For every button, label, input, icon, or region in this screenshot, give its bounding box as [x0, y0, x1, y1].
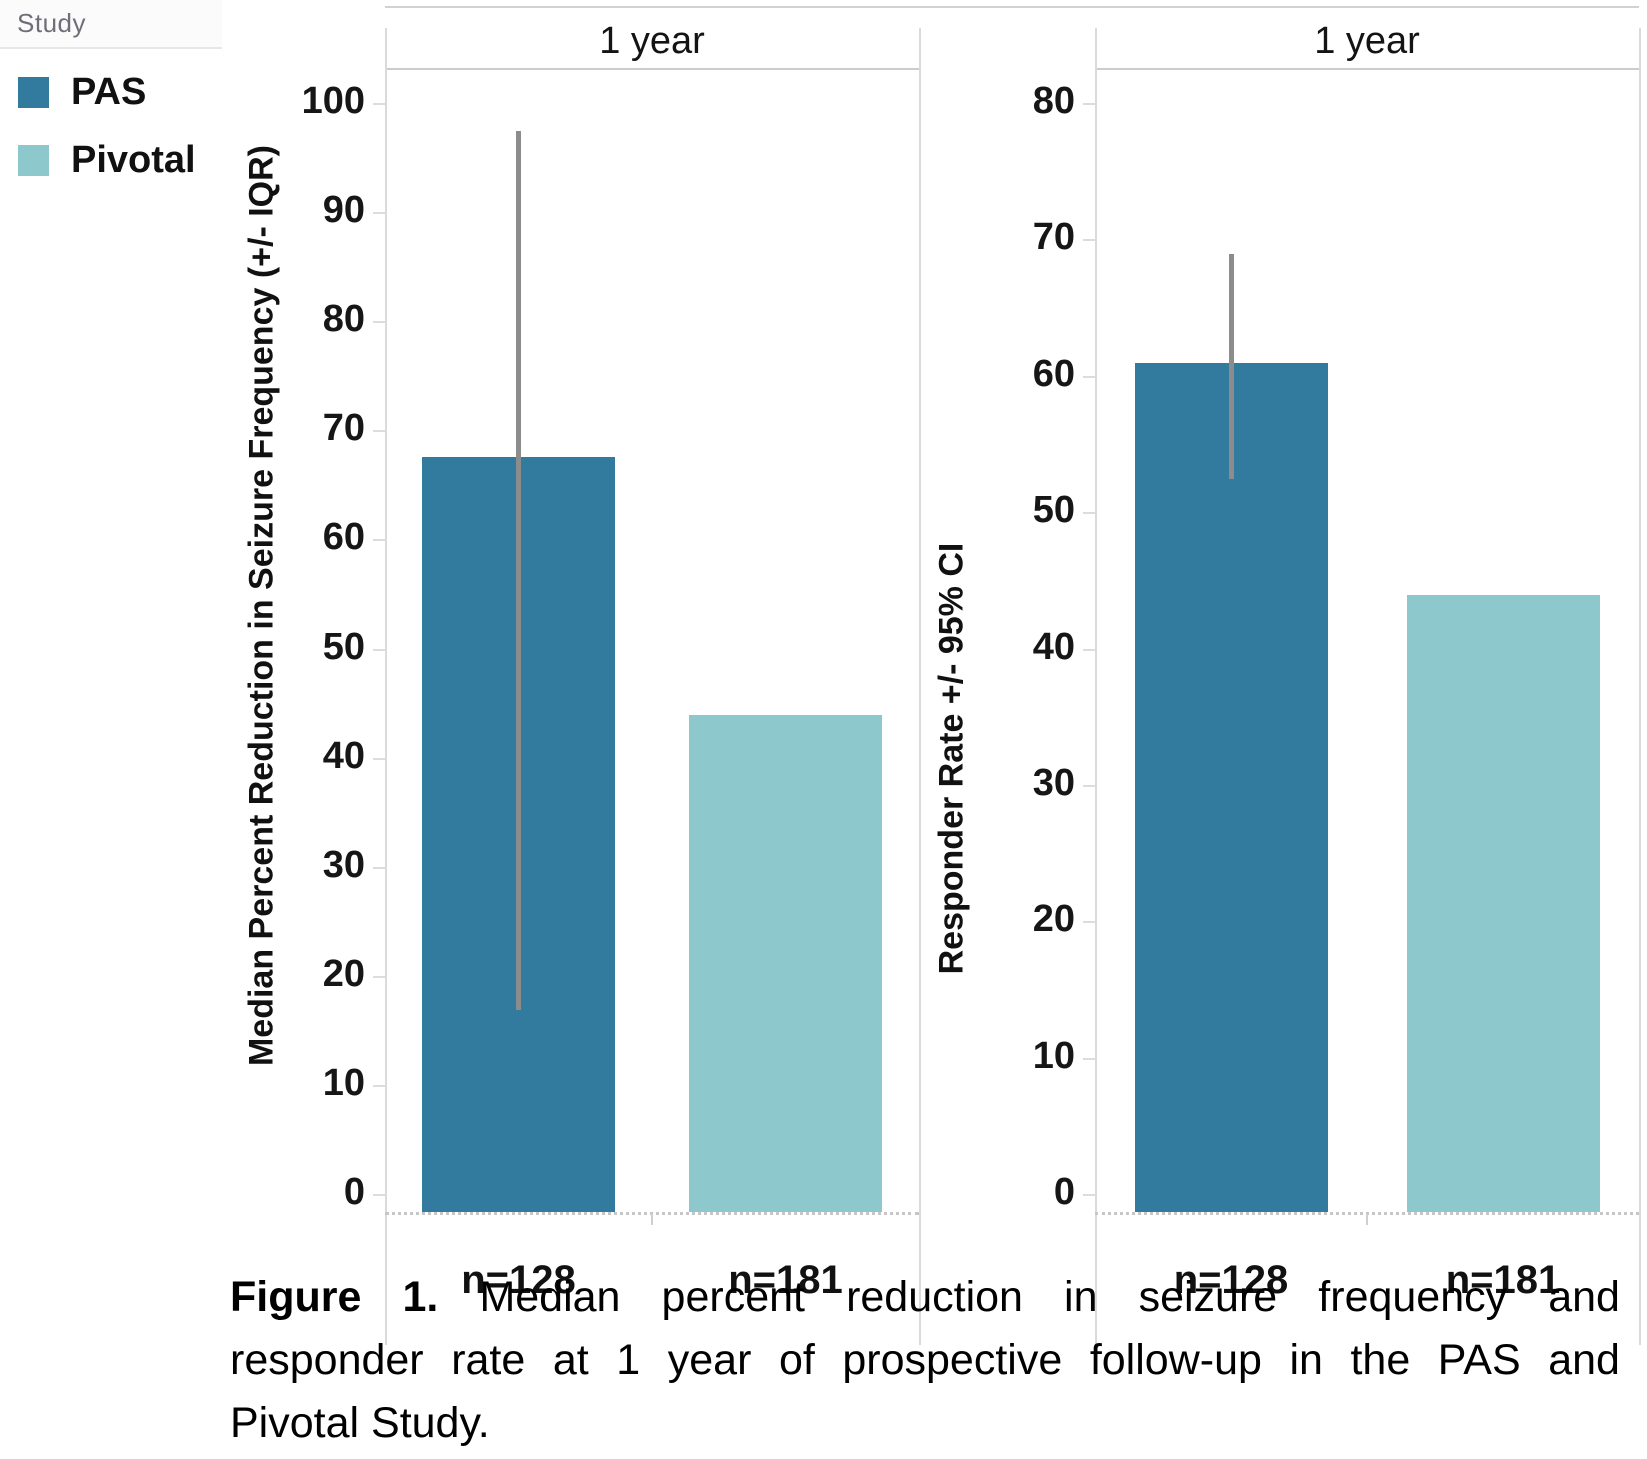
y-axis-tick [373, 866, 385, 869]
caption-line: Figure 1. Median percent reduction in seizure f… [230, 1266, 1620, 1329]
bar-pivotal [1406, 594, 1600, 1212]
y-axis-tick-label: 10 [322, 1061, 365, 1104]
header-underline [1095, 68, 1639, 70]
axis-baseline [1095, 1212, 1639, 1215]
y-axis-tick [1083, 1057, 1095, 1060]
category-label: n=181 [728, 1258, 843, 1302]
y-axis-tick-label: 20 [1032, 898, 1075, 941]
pane-left-border [385, 28, 387, 1345]
y-axis-tick [1083, 103, 1095, 105]
y-axis-tick-label: 30 [1032, 761, 1075, 804]
y-axis-tick-label: 0 [1053, 1171, 1075, 1213]
caption-word: Study. [371, 1399, 490, 1447]
legend-label-pivotal: Pivotal [71, 139, 196, 181]
legend-header-band [0, 0, 222, 49]
caption-word: follow-up [1089, 1336, 1262, 1384]
y-axis-tick [373, 1194, 385, 1196]
caption-word: frequency [1318, 1273, 1508, 1321]
bottom-column-tick [651, 1214, 653, 1225]
y-axis-tick-label: 40 [1032, 625, 1075, 668]
caption-line: Pivotal Study. [230, 1392, 1620, 1455]
pas-color-swatch [18, 77, 49, 108]
y-axis-tick-label: 50 [322, 625, 365, 668]
caption-word: in [1289, 1336, 1323, 1384]
caption-word: the [1350, 1336, 1411, 1384]
caption-word: Figure [230, 1273, 362, 1321]
caption-word: at [552, 1336, 589, 1384]
pane-right-border [1639, 28, 1641, 1345]
y-axis-tick-label: 50 [1032, 489, 1075, 532]
y-axis-tick [1083, 648, 1095, 651]
y-axis-tick-label: 60 [1032, 352, 1075, 395]
y-axis-tick-label: 90 [322, 189, 365, 232]
caption-word: 1. [402, 1273, 439, 1321]
legend-item-pas: PAS [18, 71, 146, 114]
figure-top-border [385, 6, 1639, 8]
pane-left-border [1095, 28, 1097, 1345]
y-axis-tick-label: 100 [301, 80, 365, 122]
caption-line: responder rate at 1 year of prospective follow-… [230, 1329, 1620, 1392]
y-axis-tick [1083, 239, 1095, 242]
caption-word: Median [479, 1273, 621, 1321]
y-axis-tick-label: 0 [343, 1171, 365, 1213]
y-axis-tick [1083, 1194, 1095, 1196]
y-axis-tick [373, 430, 385, 433]
caption-word: Pivotal [230, 1399, 372, 1447]
legend-item-pivotal: Pivotal [18, 139, 196, 182]
y-axis-tick-label: 80 [1032, 80, 1075, 122]
y-axis-tick-label: 20 [322, 952, 365, 995]
y-axis-tick [373, 648, 385, 651]
y-axis-tick-label: 70 [1032, 216, 1075, 259]
caption-word: seizure [1138, 1273, 1278, 1321]
caption-word: year [667, 1336, 752, 1384]
y-axis-tick-label: 30 [322, 843, 365, 886]
pane-header: 1 year [1314, 20, 1420, 62]
header-underline [385, 68, 919, 70]
category-label: n=181 [1445, 1258, 1561, 1302]
y-axis-tick [1083, 784, 1095, 787]
caption-word: and [1548, 1273, 1620, 1321]
category-label: n=128 [1173, 1258, 1289, 1302]
pane-header: 1 year [599, 20, 705, 62]
bar-pas [1134, 363, 1328, 1212]
y-axis-tick [1083, 375, 1095, 378]
error-bar-pas [516, 131, 521, 1010]
y-axis-tick [1083, 512, 1095, 515]
y-axis-tick-label: 60 [322, 516, 365, 559]
y-axis-tick [1083, 921, 1095, 924]
y-axis-tick-label: 70 [322, 407, 365, 450]
figure-caption: Figure 1. Median percent reduction in seizure f… [230, 1266, 1620, 1455]
y-axis-tick-label: 40 [322, 734, 365, 777]
bar-pivotal [689, 714, 882, 1212]
y-axis-tick [373, 975, 385, 978]
bottom-column-tick [1366, 1214, 1368, 1225]
axis-baseline [385, 1212, 919, 1215]
caption-word: prospective [842, 1336, 1063, 1384]
category-label: n=128 [461, 1258, 576, 1302]
caption-word: 1 [616, 1336, 641, 1384]
caption-word: and [1548, 1336, 1620, 1384]
y-axis-tick-label: 80 [322, 298, 365, 341]
legend-label-pas: PAS [71, 71, 147, 113]
caption-word: rate [451, 1336, 526, 1384]
y-axis-tick-label: 10 [1032, 1034, 1075, 1077]
y-axis-tick [373, 1084, 385, 1087]
y-axis-tick [373, 539, 385, 542]
y-axis-tick [373, 757, 385, 760]
caption-word: in [1064, 1273, 1098, 1321]
error-bar-pas [1228, 254, 1234, 480]
caption-word: PAS [1437, 1336, 1521, 1384]
caption-word: of [778, 1336, 815, 1384]
caption-word: percent [661, 1273, 805, 1321]
caption-word: responder [230, 1336, 424, 1384]
y-axis-tick [373, 103, 385, 105]
y-axis-tick [373, 321, 385, 324]
pane-right-border [919, 28, 921, 1345]
caption-word: reduction [846, 1273, 1023, 1321]
pivotal-color-swatch [18, 145, 49, 176]
y-axis-tick [373, 212, 385, 215]
legend-title: Study [17, 8, 86, 38]
